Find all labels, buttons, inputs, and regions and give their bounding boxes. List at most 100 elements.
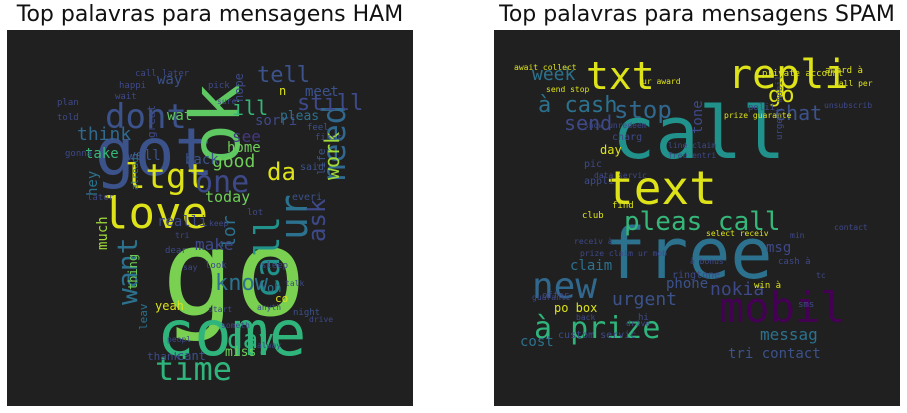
- ham-word: much: [95, 216, 111, 250]
- spam-word: back: [576, 313, 595, 322]
- spam-word: custom servic: [558, 330, 636, 341]
- spam-word: tone: [690, 100, 706, 134]
- ham-word: feel: [307, 123, 329, 133]
- spam-word: win à: [754, 281, 781, 291]
- spam-word: send stop: [546, 85, 590, 94]
- spam-word: show unredeem: [584, 121, 647, 130]
- ham-word: gonna: [65, 149, 92, 159]
- spam-word: cash à: [778, 257, 811, 267]
- ham-word: ask: [303, 198, 331, 242]
- ham-word: leav: [137, 303, 150, 330]
- spam-word: new: [532, 266, 597, 307]
- ham-word: work: [320, 132, 344, 180]
- ham-word: first: [315, 133, 342, 143]
- ham-word: need: [315, 105, 353, 182]
- ham-word: time: [155, 350, 232, 388]
- ham-word: thank: [147, 350, 180, 363]
- ham-word: call: [248, 216, 288, 298]
- ham-word: good: [212, 151, 255, 172]
- spam-word: line claim: [668, 141, 716, 150]
- spam-word: ur award: [642, 77, 681, 86]
- ham-word: think: [77, 124, 131, 145]
- spam-word: messag: [760, 325, 818, 344]
- ham-word: everi: [292, 192, 322, 203]
- ham-word: dear: [165, 246, 187, 256]
- spam-word: mobil: [719, 283, 845, 332]
- ham-word: ltgt: [125, 157, 207, 197]
- spam-word: prize guarante: [724, 111, 792, 120]
- spam-word: offer: [542, 291, 570, 301]
- spam-word: nokia: [710, 279, 764, 300]
- spam-word: txt: [586, 54, 655, 98]
- spam-word-cloud: call free text txt repli mobil new à prize pleas…: [494, 30, 900, 406]
- ham-word: plan: [57, 98, 79, 108]
- ham-word: home: [227, 140, 261, 156]
- ham-word: pick: [208, 81, 230, 91]
- ham-word: someth: [221, 321, 250, 330]
- spam-panel-title: Top palavras para mensagens SPAM: [499, 2, 895, 27]
- ham-word: happi: [119, 81, 146, 91]
- spam-word: pleas call: [624, 207, 781, 237]
- ham-word: alway: [257, 341, 281, 350]
- spam-word: data servic: [594, 171, 647, 180]
- spam-word: tc: [816, 271, 826, 280]
- ham-word: got: [95, 114, 214, 191]
- ham-word: keep: [209, 219, 228, 228]
- ham-word: realli: [157, 214, 208, 230]
- ham-word: ok: [177, 83, 256, 165]
- ham-word: today: [205, 188, 250, 206]
- spam-word: à prize: [534, 311, 660, 346]
- spam-word: private account: [762, 69, 843, 79]
- ham-word: see: [232, 127, 261, 146]
- ham-word: sorri: [255, 113, 297, 129]
- spam-word: chat: [774, 101, 822, 125]
- ham-word: call later: [135, 69, 190, 79]
- spam-word: urgent: [612, 289, 677, 310]
- ham-word: miss: [225, 345, 256, 360]
- ham-word: alreadi: [131, 152, 141, 190]
- ham-word: come: [157, 297, 306, 370]
- ham-word: dont: [105, 97, 187, 137]
- spam-word: drive: [626, 319, 650, 328]
- spam-word: po box: [554, 301, 597, 315]
- ham-word: n: [279, 84, 286, 98]
- spam-word: sms: [798, 300, 814, 310]
- ham-word: co: [275, 292, 288, 305]
- spam-word: stop: [614, 96, 672, 124]
- ham-word: said: [300, 162, 324, 173]
- ham-word: pleas: [280, 109, 319, 124]
- ham-word: way: [157, 72, 182, 88]
- spam-word: urgent mobil: [775, 75, 785, 140]
- ham-word: love: [102, 188, 208, 239]
- spam-word: text: [606, 161, 717, 215]
- spam-word: phone: [666, 276, 708, 292]
- spam-word: free: [604, 213, 773, 295]
- spam-word: club: [582, 211, 604, 221]
- ham-word: hey: [85, 171, 101, 196]
- spam-word: award à: [825, 66, 863, 76]
- spam-word: à cash: [538, 93, 617, 118]
- ham-word: day: [227, 325, 274, 355]
- spam-word: ur mob: [638, 249, 667, 258]
- ham-word: ur: [272, 194, 316, 240]
- ham-word: ill: [232, 96, 268, 120]
- ham-word: great: [145, 105, 158, 138]
- ham-word: hope: [232, 73, 246, 102]
- ham-word: make: [195, 235, 234, 254]
- ham-word: night: [293, 308, 320, 318]
- spam-word: call: [612, 91, 785, 175]
- ham-word: wat: [167, 108, 192, 124]
- ham-word: lot: [247, 208, 263, 218]
- spam-word: cost: [520, 334, 554, 350]
- ham-word: still: [297, 91, 363, 116]
- ham-word: oh: [267, 281, 281, 295]
- spam-word: tri contact: [728, 346, 821, 362]
- ham-word: life: [315, 149, 328, 176]
- ham-word: sleep: [261, 261, 288, 271]
- ham-word: later: [87, 193, 115, 203]
- spam-word: claim: [570, 258, 612, 274]
- spam-word: day: [600, 143, 622, 157]
- ham-word: peopl: [167, 335, 191, 344]
